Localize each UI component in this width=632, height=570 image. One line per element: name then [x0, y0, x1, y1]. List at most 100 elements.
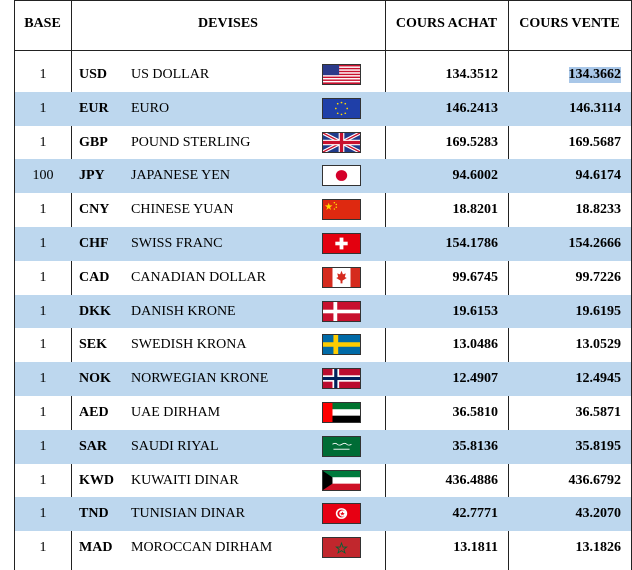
currency-code: NOK: [79, 371, 111, 387]
currency-name: KUWAITI DINAR: [131, 472, 239, 488]
header-devises: DEVISES: [198, 16, 258, 31]
cours-vente-cell: 43.2070: [575, 506, 622, 522]
currency-name: SWEDISH KRONA: [131, 337, 247, 353]
table-body: 1 USD US DOLLAR 134.3512 134.3662: [15, 58, 631, 565]
cours-achat-cell: 146.2413: [445, 100, 499, 116]
currency-code: CHF: [79, 235, 109, 251]
cours-achat-cell: 94.6002: [452, 168, 499, 184]
morocco-flag-icon: [322, 537, 361, 559]
base-cell: 1: [39, 134, 47, 150]
cours-achat-cell: 42.7771: [452, 506, 499, 522]
cours-vente-cell: 146.3114: [569, 100, 621, 116]
base-cell: 1: [39, 269, 47, 285]
header-base: BASE: [24, 16, 61, 31]
base-cell: 1: [39, 67, 47, 82]
currency-code: USD: [79, 67, 108, 82]
table-row: 1 CHF SWISS FRANC 154.1786 154.2666: [15, 226, 631, 261]
currency-code: MAD: [79, 540, 113, 556]
currency-name: DANISH KRONE: [131, 303, 236, 319]
header-cours-achat: COURS ACHAT: [395, 16, 498, 31]
top-border: [14, 0, 632, 1]
currency-name: EURO: [131, 100, 170, 116]
table-row: 1 CAD CANADIAN DOLLAR 99.6745 99.7226: [15, 261, 631, 295]
cours-achat-cell: 99.6745: [452, 269, 499, 285]
table-row: 1 SEK SWEDISH KRONA 13.0486 13.0529: [15, 328, 631, 362]
column-divider: [14, 0, 15, 570]
currency-code: TND: [79, 506, 109, 522]
base-cell: 100: [32, 168, 54, 184]
currency-name: SAUDI RIYAL: [131, 438, 219, 454]
tunisia-flag-icon: [322, 503, 361, 525]
eu-flag-icon: [322, 97, 361, 119]
currency-name: POUND STERLING: [131, 134, 251, 150]
sweden-flag-icon: [322, 334, 361, 356]
cours-vente-cell: 99.7226: [575, 269, 622, 285]
currency-code: CAD: [79, 269, 110, 285]
cours-vente-cell[interactable]: 134.3662: [568, 67, 621, 83]
cours-vente-cell: 169.5687: [568, 134, 622, 150]
base-cell: 1: [39, 100, 47, 116]
table-row: 1 EUR EURO 146.2413 146.3114: [15, 91, 631, 126]
cours-vente-cell: 36.5871: [575, 404, 622, 420]
header-divider: [14, 50, 632, 51]
currency-name: CANADIAN DOLLAR: [131, 269, 266, 285]
base-cell: 1: [39, 540, 47, 556]
table-row: 1 GBP POUND STERLING 169.5283 169.5687: [15, 126, 631, 160]
cours-achat-cell: 12.4907: [452, 371, 499, 387]
base-cell: 1: [39, 371, 47, 387]
cours-achat-cell: 13.1811: [453, 540, 498, 556]
currency-code: SAR: [79, 438, 108, 454]
base-cell: 1: [39, 202, 47, 218]
cours-achat-cell: 134.3512: [445, 67, 499, 82]
base-cell: 1: [39, 404, 47, 420]
currency-code: CNY: [79, 202, 110, 218]
base-cell: 1: [39, 337, 47, 353]
table-row: 100 JPY JAPANESE YEN 94.6002 94.6174: [15, 159, 631, 194]
japan-flag-icon: [322, 165, 361, 187]
cours-achat-cell: 36.5810: [452, 404, 499, 420]
header-cours-vente: COURS VENTE: [519, 16, 620, 31]
currency-name: UAE DIRHAM: [131, 404, 221, 420]
table-row: 1 CNY CHINESE YUAN 18.8201 18.8233: [15, 193, 631, 227]
table-row: 1 NOK NORWEGIAN KRONE 12.4907 12.4945: [15, 362, 631, 396]
cours-vente-cell: 154.2666: [568, 235, 622, 251]
table-row: 1 USD US DOLLAR 134.3512 134.3662: [15, 58, 631, 92]
cours-vente-cell: 19.6195: [575, 303, 622, 319]
currency-code: DKK: [79, 303, 111, 319]
norway-flag-icon: [322, 368, 361, 390]
cours-achat-cell: 154.1786: [445, 235, 499, 251]
currency-code: SEK: [79, 337, 108, 353]
base-cell: 1: [39, 235, 47, 251]
uae-flag-icon: [322, 401, 361, 423]
uk-flag-icon: [322, 131, 361, 153]
base-cell: 1: [39, 438, 47, 454]
cours-achat-cell: 35.8136: [452, 438, 499, 454]
currency-name: SWISS FRANC: [131, 235, 223, 251]
denmark-flag-icon: [322, 300, 361, 322]
column-divider: [385, 0, 386, 570]
table-row: 1 DKK DANISH KRONE 19.6153 19.6195: [15, 294, 631, 329]
saudi-flag-icon: [322, 435, 361, 457]
currency-name: TUNISIAN DINAR: [131, 506, 245, 522]
currency-name: JAPANESE YEN: [131, 168, 230, 184]
cours-vente-cell: 35.8195: [575, 438, 622, 454]
currency-code: GBP: [79, 134, 108, 150]
cours-achat-cell: 18.8201: [452, 202, 499, 218]
cours-achat-cell: 19.6153: [452, 303, 499, 319]
currency-code: KWD: [79, 472, 114, 488]
canada-flag-icon: [322, 266, 361, 288]
table-row: 1 AED UAE DIRHAM 36.5810 36.5871: [15, 396, 631, 430]
currency-code: EUR: [79, 100, 109, 116]
column-divider: [71, 0, 72, 570]
table-row: 1 TND TUNISIAN DINAR 42.7771 43.2070: [15, 497, 631, 532]
currency-code: AED: [79, 404, 109, 420]
base-cell: 1: [39, 472, 47, 488]
cours-vente-cell: 12.4945: [575, 371, 622, 387]
cours-vente-cell: 13.0529: [575, 337, 622, 353]
exchange-rate-table: BASE DEVISES COURS ACHAT COURS VENTE 1 U…: [14, 0, 632, 570]
swiss-flag-icon: [322, 232, 361, 254]
cours-vente-cell: 94.6174: [575, 168, 622, 184]
cours-vente-cell: 436.6792: [568, 472, 622, 488]
currency-name: US DOLLAR: [131, 67, 210, 82]
cours-achat-cell: 169.5283: [445, 134, 499, 150]
